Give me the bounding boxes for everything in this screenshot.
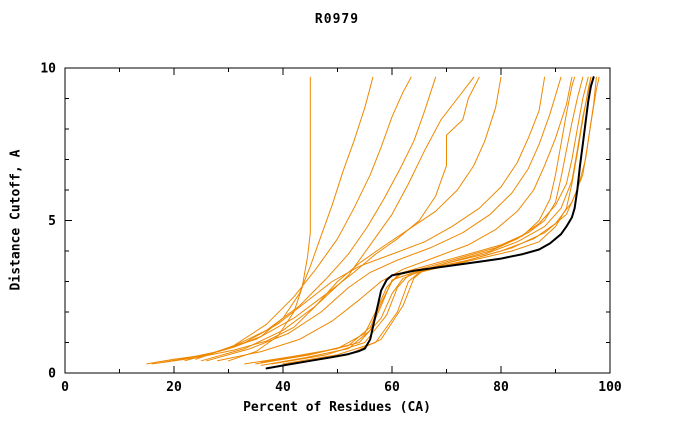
x-tick-label: 60 [384,380,400,395]
series-line-model-06 [151,76,502,365]
series-line-model-09 [217,76,573,362]
y-tick-label: 5 [48,214,56,229]
series-line-model-16 [260,76,592,366]
x-tick-label: 80 [493,380,509,395]
x-tick-label: 100 [598,380,622,395]
plot-frame [64,67,611,374]
series-line-model-07 [162,76,546,363]
series-line-model-08 [206,76,562,362]
x-tick-label: 0 [61,380,69,395]
series-line-model-02 [228,76,311,362]
y-tick-label: 10 [40,62,56,77]
x-tick-label: 40 [275,380,291,395]
series-line-model-03 [195,76,412,360]
series-line-model-17 [173,76,480,362]
x-tick-label: 20 [166,380,182,395]
chart-title: R0979 [314,12,360,27]
y-tick-label: 0 [48,367,56,382]
series-line-model-13 [271,76,592,365]
series-line-reference [265,76,595,370]
series-line-model-15 [293,76,600,365]
series-line-model-05 [200,76,475,362]
series-line-model-10 [244,76,576,365]
x-axis-label: Percent of Residues (CA) [243,400,431,415]
series-line-model-01 [146,76,374,365]
series-line-model-11 [255,76,584,365]
